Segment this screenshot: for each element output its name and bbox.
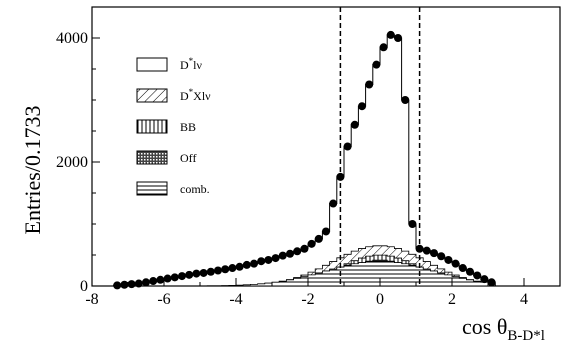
data-point <box>350 120 359 129</box>
legend-label-dstarlnu: D*lν <box>180 56 203 72</box>
data-point <box>221 265 230 274</box>
data-point <box>163 274 172 283</box>
data-point <box>113 281 122 290</box>
data-point <box>127 280 136 289</box>
cut-lines <box>339 7 421 286</box>
y-tick-label: 0 <box>80 278 88 295</box>
data-point <box>257 257 266 266</box>
data-point <box>271 254 280 263</box>
data-point <box>314 234 323 243</box>
legend-swatch-comb <box>136 181 168 196</box>
legend-label-comb: comb. <box>180 182 210 196</box>
x-tick-label: -4 <box>229 291 242 308</box>
y-axis-label: Entries/0.1733 <box>20 106 45 235</box>
data-point <box>170 273 179 282</box>
legend-swatch-dstarxlnu <box>136 88 168 103</box>
data-point <box>192 269 201 278</box>
data-point <box>480 275 489 284</box>
y-tick-label: 4000 <box>56 30 88 47</box>
data-point <box>300 244 309 253</box>
legend-swatch-bb <box>136 119 168 134</box>
data-point <box>250 259 258 268</box>
x-tick-label: 4 <box>520 291 528 308</box>
data-point <box>422 246 431 255</box>
data-point <box>487 278 496 287</box>
data-point <box>329 199 338 208</box>
axis-ticks: -8 -6 -4 -2 0 2 4 0 2000 4000 <box>56 6 561 308</box>
x-tick-label: 2 <box>448 291 456 308</box>
data-point <box>444 255 453 264</box>
data-point <box>242 260 251 269</box>
data-point <box>228 264 237 273</box>
data-point <box>286 249 294 258</box>
data-point <box>372 60 381 69</box>
plot-frame <box>91 6 561 287</box>
legend-label-off: Off <box>180 151 196 165</box>
legend: D*lν D*Xlν BB Off comb. <box>136 56 211 196</box>
x-tick-label: -6 <box>157 291 170 308</box>
legend-swatch-off <box>136 150 168 165</box>
data-point <box>185 270 194 279</box>
data-point <box>278 251 287 260</box>
data-point <box>451 259 460 268</box>
x-axis-label: cos θB-D*l <box>462 314 545 344</box>
data-point <box>307 239 316 248</box>
data-point <box>264 255 273 264</box>
data-point <box>214 266 222 275</box>
data-point <box>466 267 474 276</box>
data-point <box>142 278 150 287</box>
data-point <box>458 264 467 273</box>
data-point <box>394 34 402 42</box>
x-tick-label: -2 <box>301 291 314 308</box>
component-comb <box>113 260 496 287</box>
x-axis-label-main: cos θ <box>462 314 507 339</box>
data-point <box>386 30 395 39</box>
x-tick-label: -8 <box>85 291 98 308</box>
stacked-components <box>113 245 496 287</box>
legend-label-bb: BB <box>180 120 196 134</box>
data-point <box>358 102 366 111</box>
data-point <box>336 172 345 181</box>
data-point <box>365 80 374 89</box>
data-point <box>379 43 388 52</box>
data-point <box>401 96 410 104</box>
data-point <box>293 247 302 256</box>
data-point <box>430 249 438 258</box>
data-point <box>149 277 158 286</box>
data-point <box>134 279 143 288</box>
data-point <box>437 252 446 261</box>
data-point <box>206 267 215 276</box>
plot-border <box>91 6 561 287</box>
data-point <box>322 227 330 236</box>
data-point <box>120 280 129 289</box>
data-point <box>235 262 244 271</box>
data-point <box>408 220 417 228</box>
legend-swatch-dstarlnu <box>136 57 168 72</box>
data-points <box>113 30 496 290</box>
legend-label-dstarxlnu: D*Xlν <box>180 87 211 103</box>
data-point <box>343 142 352 151</box>
data-point <box>156 275 165 284</box>
x-tick-label: 0 <box>376 291 384 308</box>
x-axis-label-sub: B-D*l <box>507 328 545 344</box>
data-point <box>178 272 186 281</box>
data-point <box>473 271 482 280</box>
data-point <box>415 244 424 253</box>
y-tick-label: 2000 <box>56 154 88 171</box>
data-point <box>199 268 208 277</box>
